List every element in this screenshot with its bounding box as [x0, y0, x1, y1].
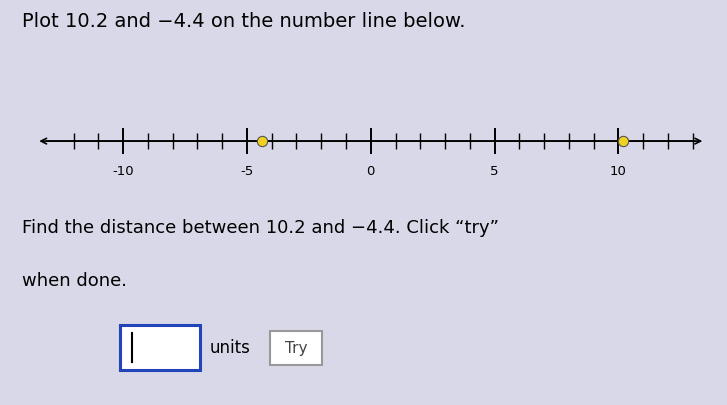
FancyBboxPatch shape	[270, 331, 322, 364]
Text: when done.: when done.	[22, 271, 126, 289]
Text: Try: Try	[285, 340, 308, 355]
Text: 0: 0	[366, 165, 375, 178]
Text: -10: -10	[112, 165, 134, 178]
Point	[618, 139, 630, 145]
Text: 10: 10	[610, 165, 627, 178]
FancyBboxPatch shape	[120, 325, 200, 370]
Text: Plot 10.2 and −4.4 on the number line below.: Plot 10.2 and −4.4 on the number line be…	[22, 12, 465, 31]
Point	[256, 139, 268, 145]
Text: Find the distance between 10.2 and −4.4. Click “try”: Find the distance between 10.2 and −4.4.…	[22, 219, 499, 237]
Text: -5: -5	[241, 165, 254, 178]
Text: units: units	[210, 339, 251, 357]
Text: 5: 5	[491, 165, 499, 178]
